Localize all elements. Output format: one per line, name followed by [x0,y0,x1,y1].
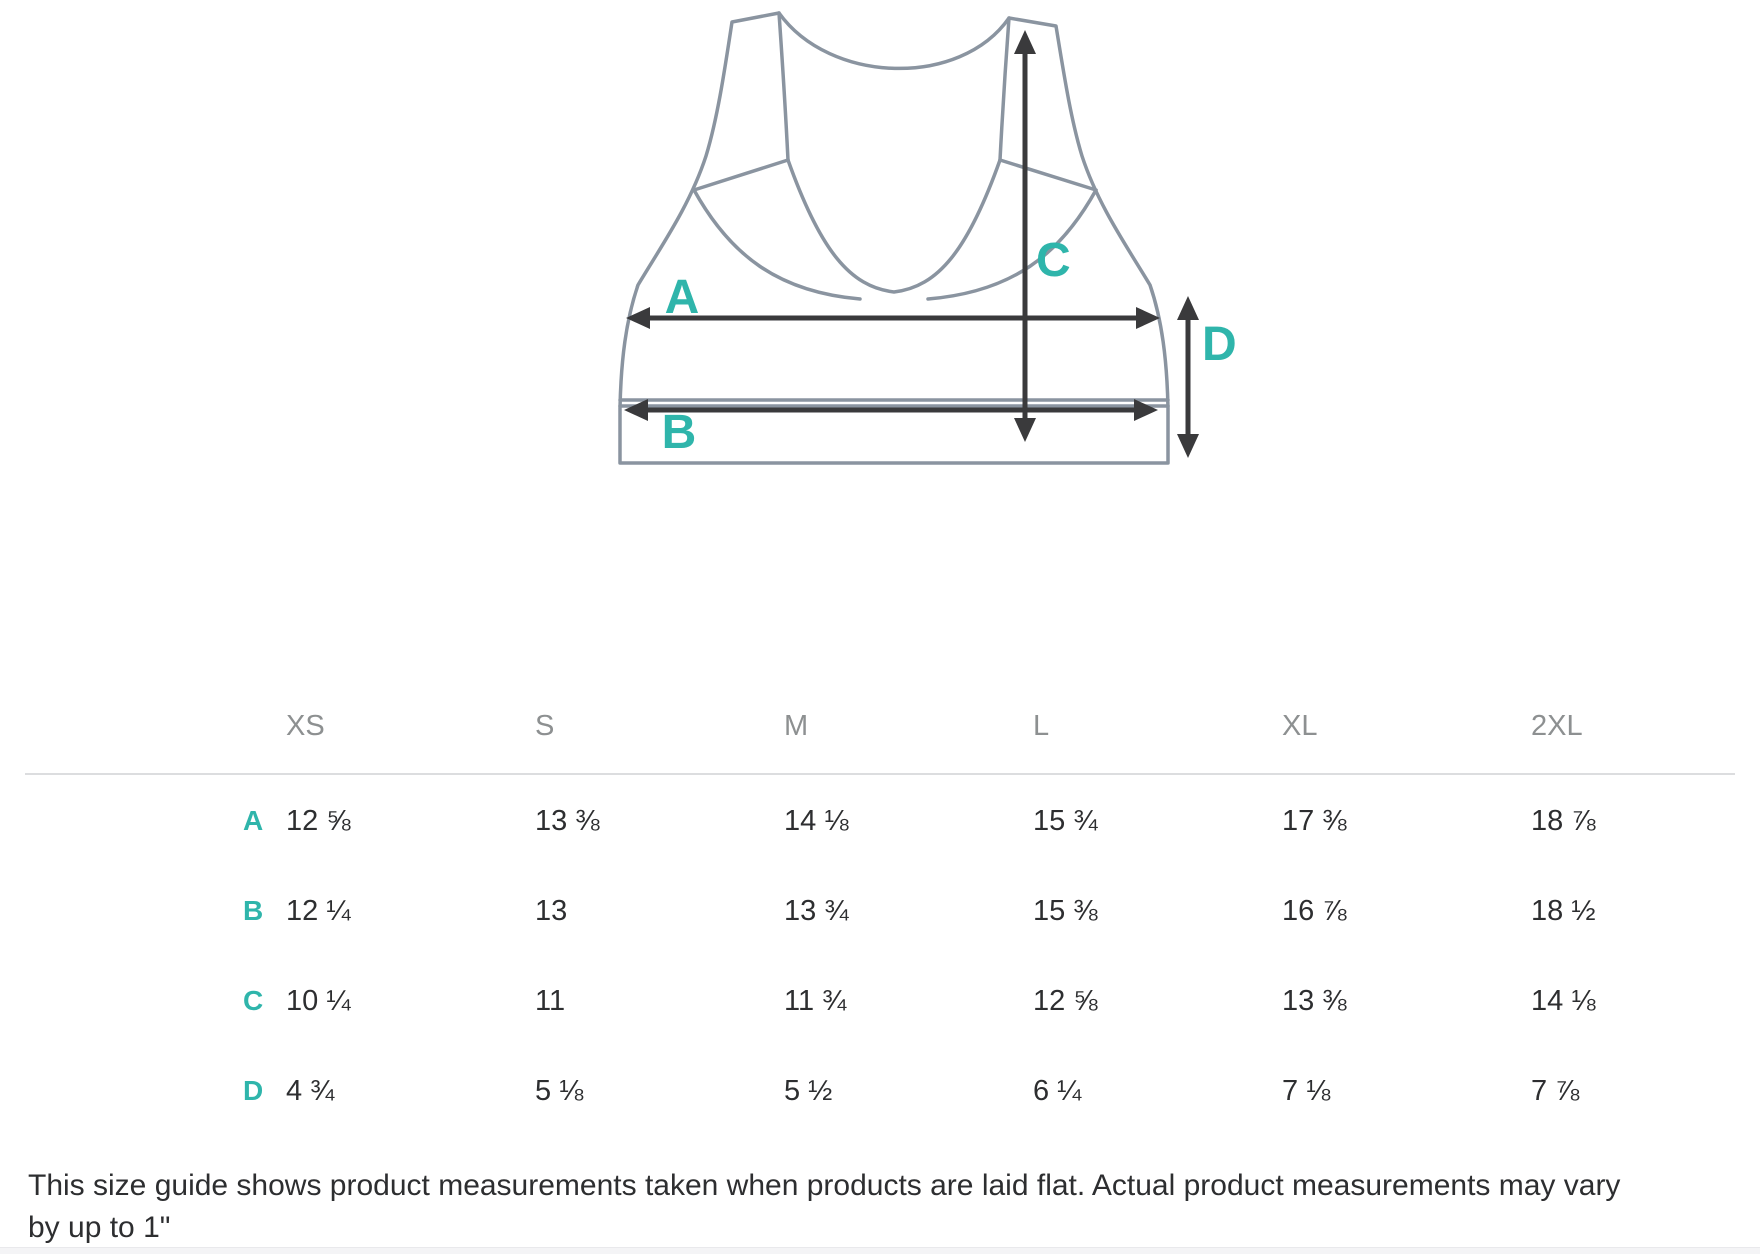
right-strap-seam [998,158,1098,192]
cell-d-xl: 7 ⅛ [1282,1075,1331,1107]
diagram-label-b: B [662,406,697,459]
table-row-c: C 10 ¼ 11 11 ¾ 12 ⅝ 13 ⅜ 14 ⅛ [0,985,1760,1019]
right-strap-inner-edge [998,16,1011,162]
diagram-label-a: A [665,271,700,324]
racerback-panel [786,158,1002,294]
size-table-header: XS S M L XL 2XL [0,710,1760,744]
diagram-label-d: D [1202,318,1237,371]
cell-c-l: 12 ⅝ [1033,985,1098,1017]
cell-d-2xl: 7 ⅞ [1531,1075,1580,1107]
cell-c-s: 11 [535,985,566,1017]
size-guide-note-line1: This size guide shows product measuremen… [28,1169,1621,1244]
cell-c-xl: 13 ⅜ [1282,985,1347,1017]
size-header-m: M [784,710,809,742]
size-header-2xl: 2XL [1531,710,1583,742]
cell-c-2xl: 14 ⅛ [1531,985,1596,1017]
table-row-b: B 12 ¼ 13 13 ¾ 15 ⅜ 16 ⅞ 18 ½ [0,895,1760,929]
bra-outline [618,11,1170,465]
measure-arrow-d-icon [1177,296,1199,458]
cell-b-m: 13 ¾ [784,895,849,927]
cell-a-l: 15 ¾ [1033,805,1098,837]
cell-a-xs: 12 ⅝ [286,805,351,837]
table-header-divider [25,773,1735,775]
cell-a-s: 13 ⅜ [535,805,600,837]
row-label-b: B [243,895,264,926]
size-header-xs: XS [286,710,325,742]
cell-d-xs: 4 ¾ [286,1075,335,1107]
size-header-s: S [535,710,555,742]
cell-b-xs: 12 ¼ [286,895,351,927]
table-row-a: A 12 ⅝ 13 ⅜ 14 ⅛ 15 ¾ 17 ⅜ 18 ⅞ [0,805,1760,839]
row-label-d: D [243,1075,264,1106]
bra-illustration [618,11,1170,465]
bra-measurement-diagram: A B C D [618,11,1237,465]
cell-d-l: 6 ¼ [1033,1075,1082,1107]
table-row-d: D 4 ¾ 5 ⅛ 5 ½ 6 ¼ 7 ⅛ 7 ⅞ [0,1075,1760,1109]
cell-a-xl: 17 ⅜ [1282,805,1347,837]
cell-a-m: 14 ⅛ [784,805,849,837]
cell-b-2xl: 18 ½ [1531,895,1596,927]
row-label-c: C [243,985,264,1016]
cell-d-s: 5 ⅛ [535,1075,584,1107]
cell-b-s: 13 [535,895,568,927]
cell-c-m: 11 ¾ [784,985,847,1017]
measure-arrow-b-icon [624,399,1158,421]
left-wing-curve [692,188,862,301]
measure-arrow-c-icon [1014,30,1036,442]
cell-b-l: 15 ⅜ [1033,895,1098,927]
row-label-a: A [243,805,264,836]
measure-arrow-a-icon [626,307,1160,329]
diagram-label-c: C [1036,234,1071,287]
cell-c-xs: 10 ¼ [286,985,351,1017]
size-header-l: L [1033,710,1050,742]
left-strap-seam [692,158,790,192]
cell-b-xl: 16 ⅞ [1282,895,1347,927]
right-wing-curve [926,188,1098,301]
cell-d-m: 5 ½ [784,1075,833,1107]
cell-a-2xl: 18 ⅞ [1531,805,1596,837]
bottom-section-edge [0,1247,1760,1254]
size-guide-note: This size guide shows product measuremen… [28,1165,1628,1254]
size-header-xl: XL [1282,710,1318,742]
left-strap-inner-edge [777,11,790,162]
